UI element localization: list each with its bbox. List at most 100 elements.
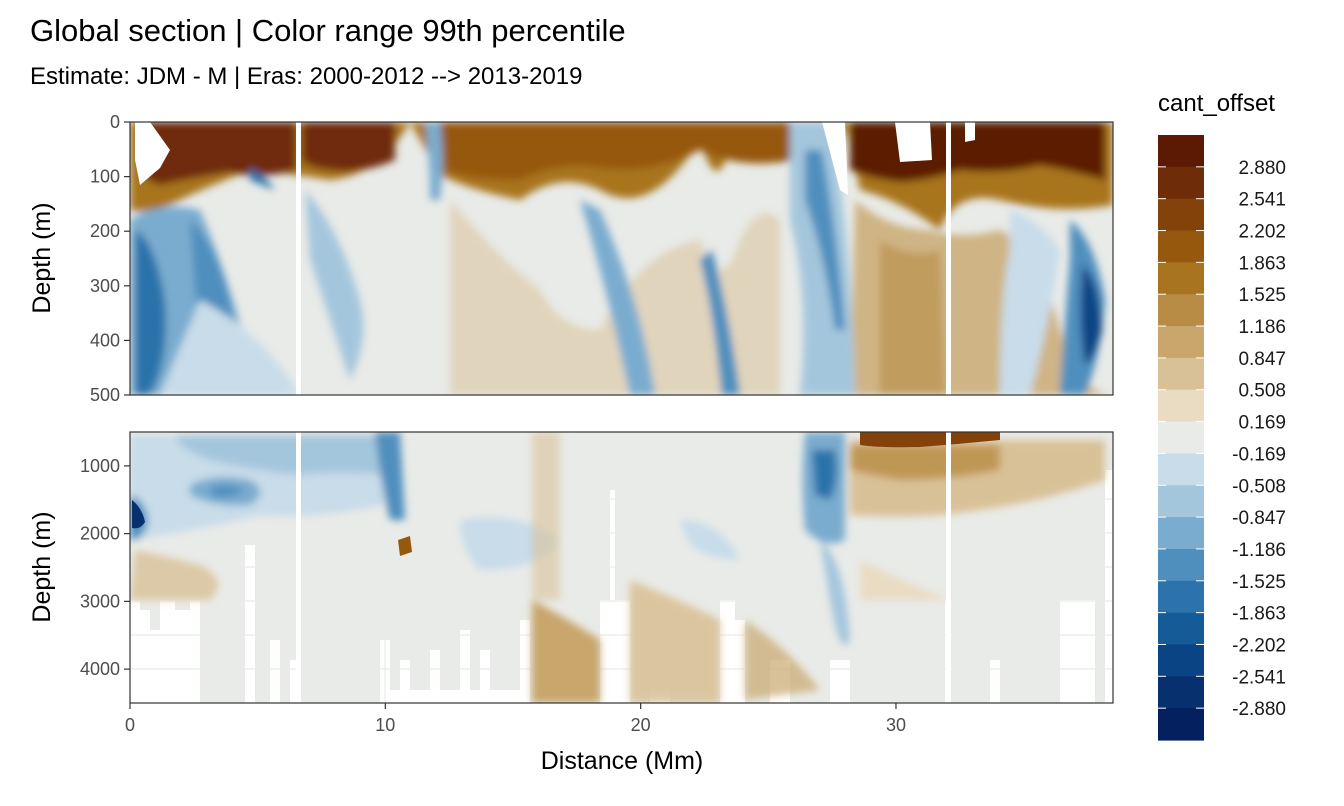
legend-color-step (1158, 230, 1204, 263)
axes-layer: 0 100 200 300 400 500 1000 2000 3000 4000 0 10 20 30 (80, 112, 906, 735)
legend-label: -2.541 (1232, 667, 1286, 688)
legend-color-step (1158, 517, 1204, 550)
legend-title: cant_offset (1158, 90, 1275, 117)
top-blue-east-core (1080, 265, 1102, 365)
legend: cant_offset 2.880 2.541 2.202 1.863 1.525 1.1… (1158, 90, 1286, 741)
legend-label: 0.169 (1238, 413, 1286, 434)
x-tick-label: 0 (125, 715, 135, 735)
legend-labels: 2.880 2.541 2.202 1.863 1.525 1.186 0.847 0.508… (1232, 158, 1286, 720)
legend-color-step (1158, 612, 1204, 646)
x-tick-label: 10 (375, 715, 395, 735)
legend-label: 0.508 (1238, 381, 1286, 402)
x-tick-label: 30 (886, 715, 906, 735)
legend-label: 1.186 (1238, 317, 1286, 338)
x-axis-title: Distance (Mm) (541, 747, 704, 775)
top-nodata-patch-1 (135, 122, 170, 185)
legend-color-step (1158, 548, 1204, 582)
legend-color-step (1158, 644, 1204, 677)
top-blue-300km (305, 190, 364, 380)
legend-color-step (1158, 485, 1204, 518)
y-tick-label: 2000 (80, 524, 120, 544)
bottom-blue-light-mid2 (680, 520, 740, 560)
bottom-blue-lobe-core (210, 485, 245, 498)
top-gap-1 (296, 122, 301, 395)
legend-label: -1.525 (1232, 572, 1286, 593)
top-gap-2 (946, 122, 951, 395)
bottom-tan-east-mid (850, 445, 1000, 480)
y-tick-label: 400 (90, 330, 120, 350)
top-tan-mid (450, 200, 780, 395)
bottom-panel (129, 431, 1114, 704)
top-brown-central (440, 122, 795, 180)
top-blue-column-core (805, 150, 845, 330)
bottom-panel-border (129, 431, 1114, 704)
legend-label: -0.847 (1232, 508, 1286, 529)
bottom-brown-surface (860, 432, 1000, 448)
legend-color-step (1158, 294, 1204, 327)
legend-label: -1.186 (1232, 540, 1286, 561)
y-tick-label: 200 (90, 221, 120, 241)
top-blue-central-v2 (700, 250, 740, 395)
top-blue-east-light (1000, 210, 1060, 395)
top-nodata-patch-2 (895, 122, 932, 162)
legend-color-step (1158, 135, 1204, 168)
bottom-tan-22mm (745, 620, 820, 700)
legend-label: -0.169 (1232, 444, 1286, 465)
top-nodata-sliver (822, 122, 848, 195)
bottom-tan-16mm (532, 600, 600, 703)
top-panel-border (129, 121, 1114, 396)
bottom-tan-20mm (630, 580, 720, 703)
x-tick-label: 20 (631, 715, 651, 735)
legend-label: 1.525 (1238, 285, 1286, 306)
y-tick-label: 500 (90, 385, 120, 405)
legend-label: 2.202 (1238, 222, 1286, 243)
bottom-tan-16mm-light (532, 432, 560, 600)
legend-label: -0.508 (1232, 476, 1286, 497)
legend-label: -2.880 (1232, 699, 1286, 720)
top-panel-field (130, 122, 1113, 395)
legend-color-step (1158, 676, 1204, 709)
legend-color-step (1158, 708, 1204, 741)
legend-color-step (1158, 326, 1204, 359)
legend-label: 0.847 (1238, 349, 1286, 370)
bottom-blue-deep-west (132, 500, 145, 529)
bottom-blue-upper-mid (175, 435, 390, 475)
legend-color-step (1158, 262, 1204, 295)
y-tick-label: 300 (90, 276, 120, 296)
legend-color-step (1158, 453, 1204, 486)
bottom-gap-1 (296, 432, 301, 703)
y-tick-label: 1000 (80, 456, 120, 476)
top-blue-west-core (135, 230, 166, 395)
top-nodata-patch-3 (965, 122, 975, 142)
y-axis-title-bottom: Depth (m) (28, 511, 56, 622)
bottom-panel-field (130, 432, 1113, 703)
legend-color-step (1158, 357, 1204, 391)
bottom-blue-28mm (820, 540, 850, 645)
top-tan-east2 (880, 240, 945, 395)
legend-color-step (1158, 198, 1204, 232)
legend-label: 2.541 (1238, 190, 1286, 211)
bottom-blue-10mm (375, 432, 405, 520)
y-axis-title-top: Depth (m) (28, 202, 56, 313)
y-tick-label: 3000 (80, 591, 120, 611)
legend-label: 2.880 (1238, 158, 1286, 179)
legend-color-step (1158, 580, 1204, 614)
legend-label: -1.863 (1232, 604, 1286, 625)
legend-color-step (1158, 166, 1204, 200)
legend-label: -2.202 (1232, 635, 1286, 656)
top-darkbrown-west2 (302, 122, 395, 172)
top-blue-nearshore (250, 168, 275, 190)
top-blue-upper-stripe (425, 122, 443, 200)
y-tick-label: 4000 (80, 659, 120, 679)
bottom-gap-2 (946, 432, 951, 703)
chart-subtitle: Estimate: JDM - M | Eras: 2000-2012 --> … (30, 63, 582, 90)
legend-color-step (1158, 389, 1204, 423)
y-tick-label: 100 (90, 167, 120, 187)
legend-colorbar (1158, 135, 1204, 741)
top-darkbrown-west (140, 122, 296, 185)
bottom-brown-fleck (398, 536, 412, 556)
top-blue-lightwedge (160, 300, 300, 395)
top-blue-central-v1 (580, 200, 655, 395)
legend-label: 1.863 (1238, 253, 1286, 274)
